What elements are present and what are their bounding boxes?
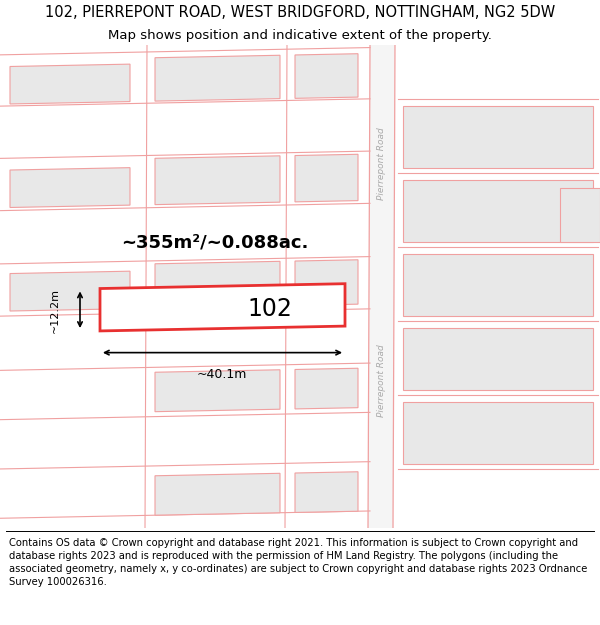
Text: 102: 102: [248, 298, 292, 321]
Text: Map shows position and indicative extent of the property.: Map shows position and indicative extent…: [108, 29, 492, 42]
Polygon shape: [155, 55, 280, 101]
Polygon shape: [10, 271, 130, 311]
Polygon shape: [403, 254, 593, 316]
Polygon shape: [403, 328, 593, 390]
Polygon shape: [368, 45, 395, 528]
Polygon shape: [403, 180, 593, 243]
Polygon shape: [155, 156, 280, 204]
Text: ~12.2m: ~12.2m: [50, 288, 60, 332]
Text: Pierrepont Road: Pierrepont Road: [377, 127, 386, 200]
Text: ~40.1m: ~40.1m: [197, 368, 247, 381]
Polygon shape: [295, 472, 358, 512]
Polygon shape: [155, 473, 280, 515]
Polygon shape: [403, 402, 593, 464]
Text: Contains OS data © Crown copyright and database right 2021. This information is : Contains OS data © Crown copyright and d…: [9, 538, 587, 588]
Polygon shape: [295, 154, 358, 202]
Text: Pierrepont Road: Pierrepont Road: [377, 344, 386, 417]
Polygon shape: [295, 368, 358, 409]
Polygon shape: [295, 54, 358, 98]
Polygon shape: [560, 188, 600, 242]
Text: 102, PIERREPONT ROAD, WEST BRIDGFORD, NOTTINGHAM, NG2 5DW: 102, PIERREPONT ROAD, WEST BRIDGFORD, NO…: [45, 5, 555, 20]
Polygon shape: [295, 260, 358, 306]
Polygon shape: [100, 284, 345, 331]
Polygon shape: [403, 106, 593, 168]
Polygon shape: [155, 370, 280, 412]
Polygon shape: [10, 64, 130, 104]
Text: ~355m²/~0.088ac.: ~355m²/~0.088ac.: [121, 233, 308, 251]
Polygon shape: [155, 261, 280, 308]
Polygon shape: [10, 168, 130, 208]
